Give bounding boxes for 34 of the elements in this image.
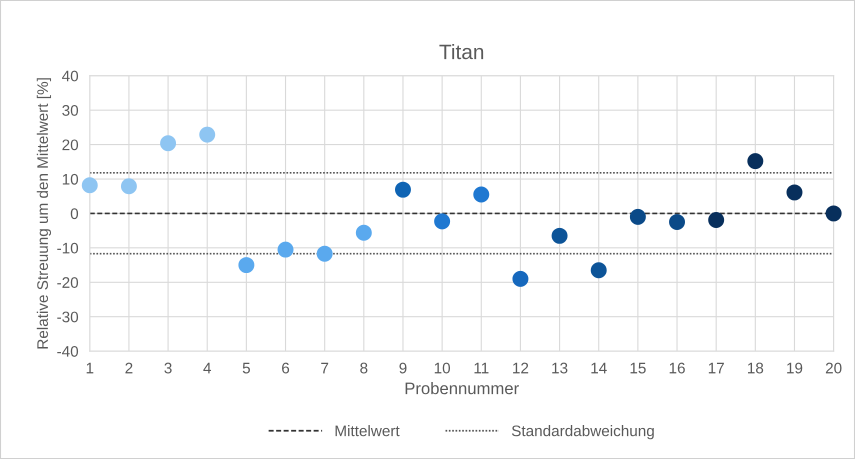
x-tick-label: 5 <box>242 362 250 374</box>
x-tick-label: 16 <box>670 362 685 374</box>
y-tick-label: 0 <box>70 208 78 220</box>
x-tick-label: 15 <box>630 362 646 374</box>
y-tick-label: 40 <box>62 70 78 82</box>
x-tick-label: 3 <box>164 362 172 374</box>
x-tick-label: 13 <box>552 362 568 374</box>
x-tick-label: 19 <box>787 362 802 374</box>
x-tick-label: 12 <box>513 362 528 374</box>
legend-label: Standardabweichung <box>512 425 654 440</box>
x-tick-label: 4 <box>203 362 212 374</box>
x-tick-label: 18 <box>748 362 764 374</box>
y-tick-label: -30 <box>57 312 78 322</box>
x-tick-label: 6 <box>282 362 290 374</box>
chart-title: Titan <box>439 44 484 60</box>
x-tick-label: 2 <box>125 362 132 374</box>
x-tick-label: 10 <box>434 362 450 374</box>
x-tick-label: 14 <box>591 362 607 374</box>
x-tick-label: 8 <box>360 362 368 374</box>
x-tick-label: 17 <box>708 362 724 374</box>
y-tick-label: -20 <box>57 277 78 288</box>
x-tick-label: 20 <box>826 362 842 374</box>
x-tick-label: 9 <box>399 362 406 374</box>
x-tick-label: 7 <box>321 362 328 374</box>
legend-label: Mittelwert <box>336 425 400 436</box>
y-tick-label: -40 <box>57 346 78 357</box>
y-tick-label: 20 <box>62 139 78 150</box>
y-tick-label: -10 <box>57 242 78 254</box>
x-tick-label: 1 <box>86 362 94 374</box>
x-tick-label: 11 <box>474 362 488 374</box>
y-tick-label: 30 <box>62 105 78 116</box>
x-axis-title: Probennummer <box>406 382 519 394</box>
y-axis-title: Relative Streuung um den Mittelwert [%] <box>36 78 52 348</box>
y-tick-label: 10 <box>62 174 78 185</box>
